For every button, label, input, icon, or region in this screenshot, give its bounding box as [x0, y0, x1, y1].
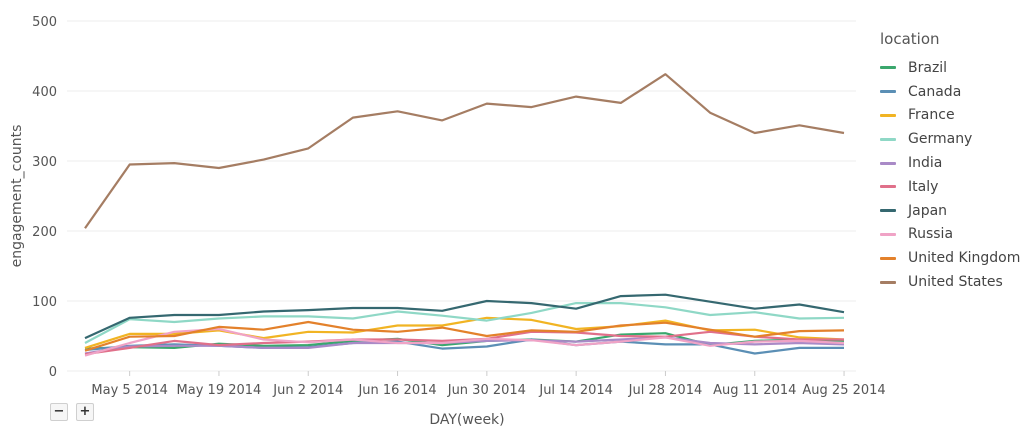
series-lines	[84, 73, 845, 357]
series-line-united-states[interactable]	[84, 73, 845, 229]
x-tick-label: Aug 11 2014	[713, 383, 796, 398]
legend-label: Germany	[908, 131, 973, 148]
legend-swatch	[880, 185, 896, 189]
legend-swatch	[880, 161, 896, 165]
y-axis-ticks: 0 100 200 300 400 500	[32, 15, 57, 380]
legend-label: Russia	[908, 226, 954, 243]
series-line-germany[interactable]	[84, 302, 845, 344]
legend-items: Brazil Canada France Germany India Italy Japan…	[880, 56, 1020, 294]
y-tick-label: 0	[49, 365, 57, 380]
legend-swatch	[880, 209, 896, 213]
legend-item-japan[interactable]: Japan	[880, 199, 1020, 223]
legend-item-france[interactable]: France	[880, 104, 1020, 128]
legend-swatch	[880, 66, 896, 70]
legend-label: Canada	[908, 83, 962, 100]
legend: location Brazil Canada France Germany India I…	[880, 30, 1020, 294]
legend-item-united-kingdom[interactable]: United Kingdom	[880, 246, 1020, 270]
x-tick-label: Jun 2 2014	[272, 383, 343, 398]
legend-label: India	[908, 155, 943, 172]
x-tick-label: May 5 2014	[91, 383, 168, 398]
zoom-in-button[interactable]: +	[76, 403, 94, 421]
gridlines	[67, 20, 856, 372]
legend-swatch	[880, 232, 896, 236]
legend-label: Italy	[908, 178, 939, 195]
legend-item-germany[interactable]: Germany	[880, 127, 1020, 151]
y-tick-label: 500	[32, 15, 57, 30]
legend-label: Brazil	[908, 59, 948, 76]
legend-swatch	[880, 90, 896, 94]
legend-label: United States	[908, 274, 1003, 291]
legend-item-india[interactable]: India	[880, 151, 1020, 175]
y-tick-label: 200	[32, 225, 57, 240]
legend-item-canada[interactable]: Canada	[880, 80, 1020, 104]
legend-item-brazil[interactable]: Brazil	[880, 56, 1020, 80]
y-tick-label: 300	[32, 155, 57, 170]
legend-swatch	[880, 137, 896, 141]
series-line-japan[interactable]	[84, 293, 845, 340]
x-tick-label: Jul 14 2014	[538, 383, 613, 398]
y-tick-label: 400	[32, 85, 57, 100]
legend-label: Japan	[908, 202, 948, 219]
legend-item-russia[interactable]: Russia	[880, 223, 1020, 247]
zoom-out-button[interactable]: −	[50, 403, 68, 421]
y-tick-label: 100	[32, 295, 57, 310]
legend-swatch	[880, 280, 896, 284]
x-tick-label: Jun 16 2014	[357, 383, 436, 398]
x-axis-ticks: May 5 2014 May 19 2014 Jun 2 2014 Jun 16 20…	[91, 371, 886, 398]
legend-title: location	[880, 30, 940, 48]
x-axis-label: DAY(week)	[429, 412, 504, 428]
x-tick-label: May 19 2014	[177, 383, 262, 398]
legend-swatch	[880, 113, 896, 117]
x-tick-label: Jun 30 2014	[447, 383, 526, 398]
legend-swatch	[880, 256, 896, 260]
legend-label: United Kingdom	[908, 250, 1021, 267]
y-axis-label: engagement_counts	[9, 125, 25, 268]
legend-label: France	[908, 107, 955, 124]
x-tick-label: Jul 28 2014	[628, 383, 703, 398]
series-line-united-kingdom[interactable]	[84, 320, 845, 352]
legend-item-italy[interactable]: Italy	[880, 175, 1020, 199]
x-tick-label: Aug 25 2014	[802, 383, 885, 398]
legend-item-united-states[interactable]: United States	[880, 270, 1020, 294]
